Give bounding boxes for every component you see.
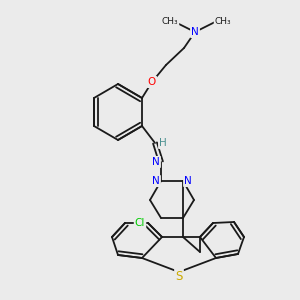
Text: CH₃: CH₃: [162, 17, 178, 26]
Text: CH₃: CH₃: [215, 17, 231, 26]
Text: O: O: [148, 77, 156, 87]
Text: H: H: [159, 138, 167, 148]
Text: N: N: [152, 176, 160, 186]
Text: N: N: [191, 27, 199, 37]
Text: S: S: [175, 269, 183, 283]
Text: Cl: Cl: [135, 218, 145, 228]
Text: N: N: [184, 176, 192, 186]
Text: N: N: [152, 157, 160, 167]
